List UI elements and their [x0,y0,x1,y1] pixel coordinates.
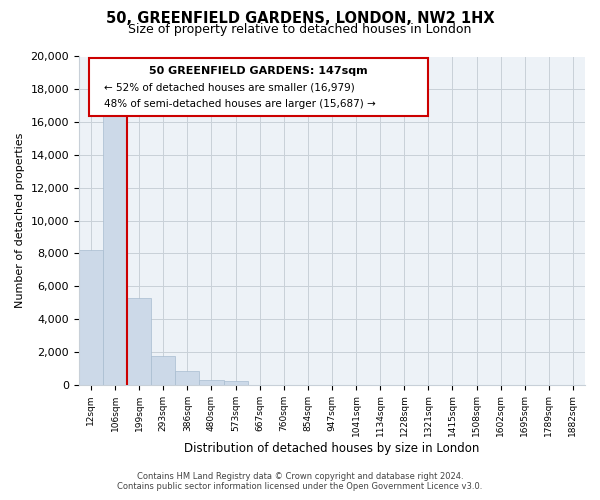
FancyBboxPatch shape [89,58,428,116]
Bar [103,114,127,384]
Bar [151,356,175,384]
Bar [127,298,151,384]
Text: Contains HM Land Registry data © Crown copyright and database right 2024.
Contai: Contains HM Land Registry data © Crown c… [118,472,482,491]
Bar [175,372,199,384]
Bar [199,380,224,384]
Bar [224,382,248,384]
Text: 50 GREENFIELD GARDENS: 147sqm: 50 GREENFIELD GARDENS: 147sqm [149,66,368,76]
Text: 48% of semi-detached houses are larger (15,687) →: 48% of semi-detached houses are larger (… [104,99,376,109]
Text: ← 52% of detached houses are smaller (16,979): ← 52% of detached houses are smaller (16… [104,82,355,92]
Text: Size of property relative to detached houses in London: Size of property relative to detached ho… [128,22,472,36]
Bar [79,250,103,384]
Text: 50, GREENFIELD GARDENS, LONDON, NW2 1HX: 50, GREENFIELD GARDENS, LONDON, NW2 1HX [106,11,494,26]
Y-axis label: Number of detached properties: Number of detached properties [15,133,25,308]
X-axis label: Distribution of detached houses by size in London: Distribution of detached houses by size … [184,442,479,455]
